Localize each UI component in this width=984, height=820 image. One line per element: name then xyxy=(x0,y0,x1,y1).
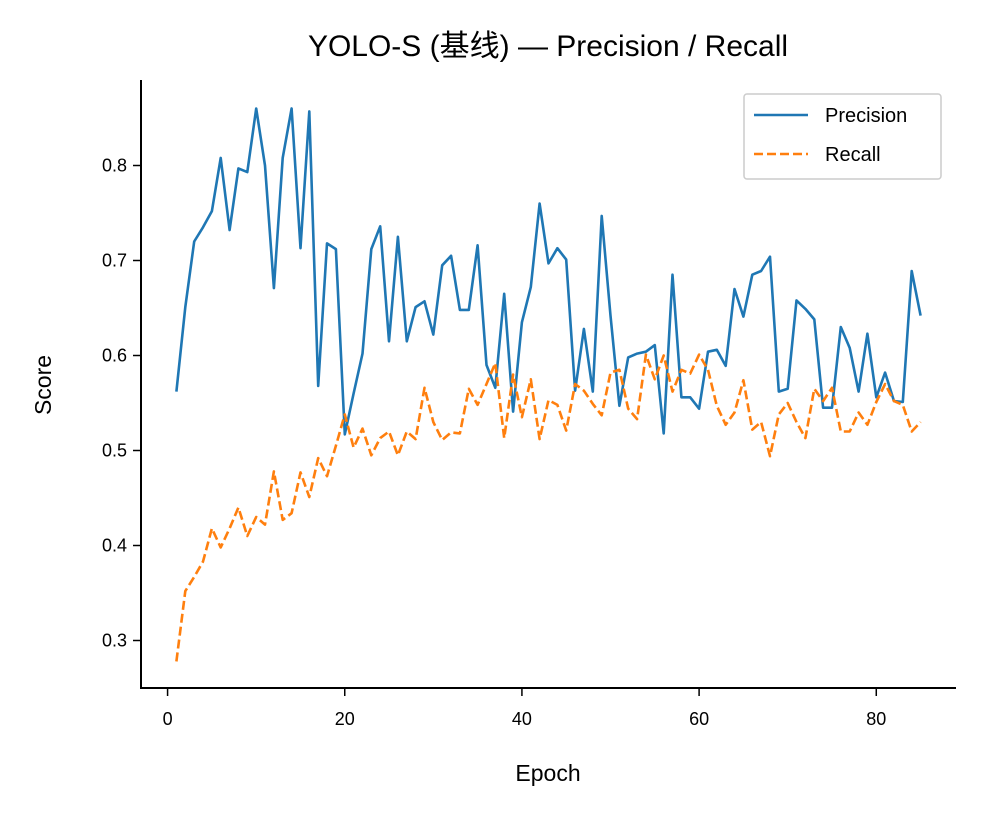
x-tick-label: 0 xyxy=(163,709,173,729)
y-tick-label: 0.5 xyxy=(102,441,127,461)
y-tick-label: 0.7 xyxy=(102,251,127,271)
legend-recall-label: Recall xyxy=(825,144,881,166)
y-tick-label: 0.6 xyxy=(102,346,127,366)
legend-precision-label: Precision xyxy=(825,105,907,127)
legend: Precision Recall xyxy=(743,93,942,180)
x-tick-label: 40 xyxy=(512,709,532,729)
chart-title: YOLO-S (基线) — Precision / Recall xyxy=(308,30,788,63)
x-tick-label: 60 xyxy=(689,709,709,729)
x-tick-label: 80 xyxy=(866,709,886,729)
y-tick-label: 0.3 xyxy=(102,631,127,651)
x-axis-ticks: 0 20 40 60 80 xyxy=(163,688,886,729)
y-axis-label: Score xyxy=(30,355,56,415)
x-axis-label: Epoch xyxy=(515,760,580,786)
series-line-precision xyxy=(175,107,922,436)
y-tick-label: 0.4 xyxy=(102,536,127,556)
series-line-recall xyxy=(175,353,922,662)
plot-area xyxy=(175,107,922,662)
y-tick-label: 0.8 xyxy=(102,156,127,176)
x-tick-label: 20 xyxy=(335,709,355,729)
y-axis-ticks: 0.3 0.4 0.5 0.6 0.7 0.8 xyxy=(102,156,141,651)
